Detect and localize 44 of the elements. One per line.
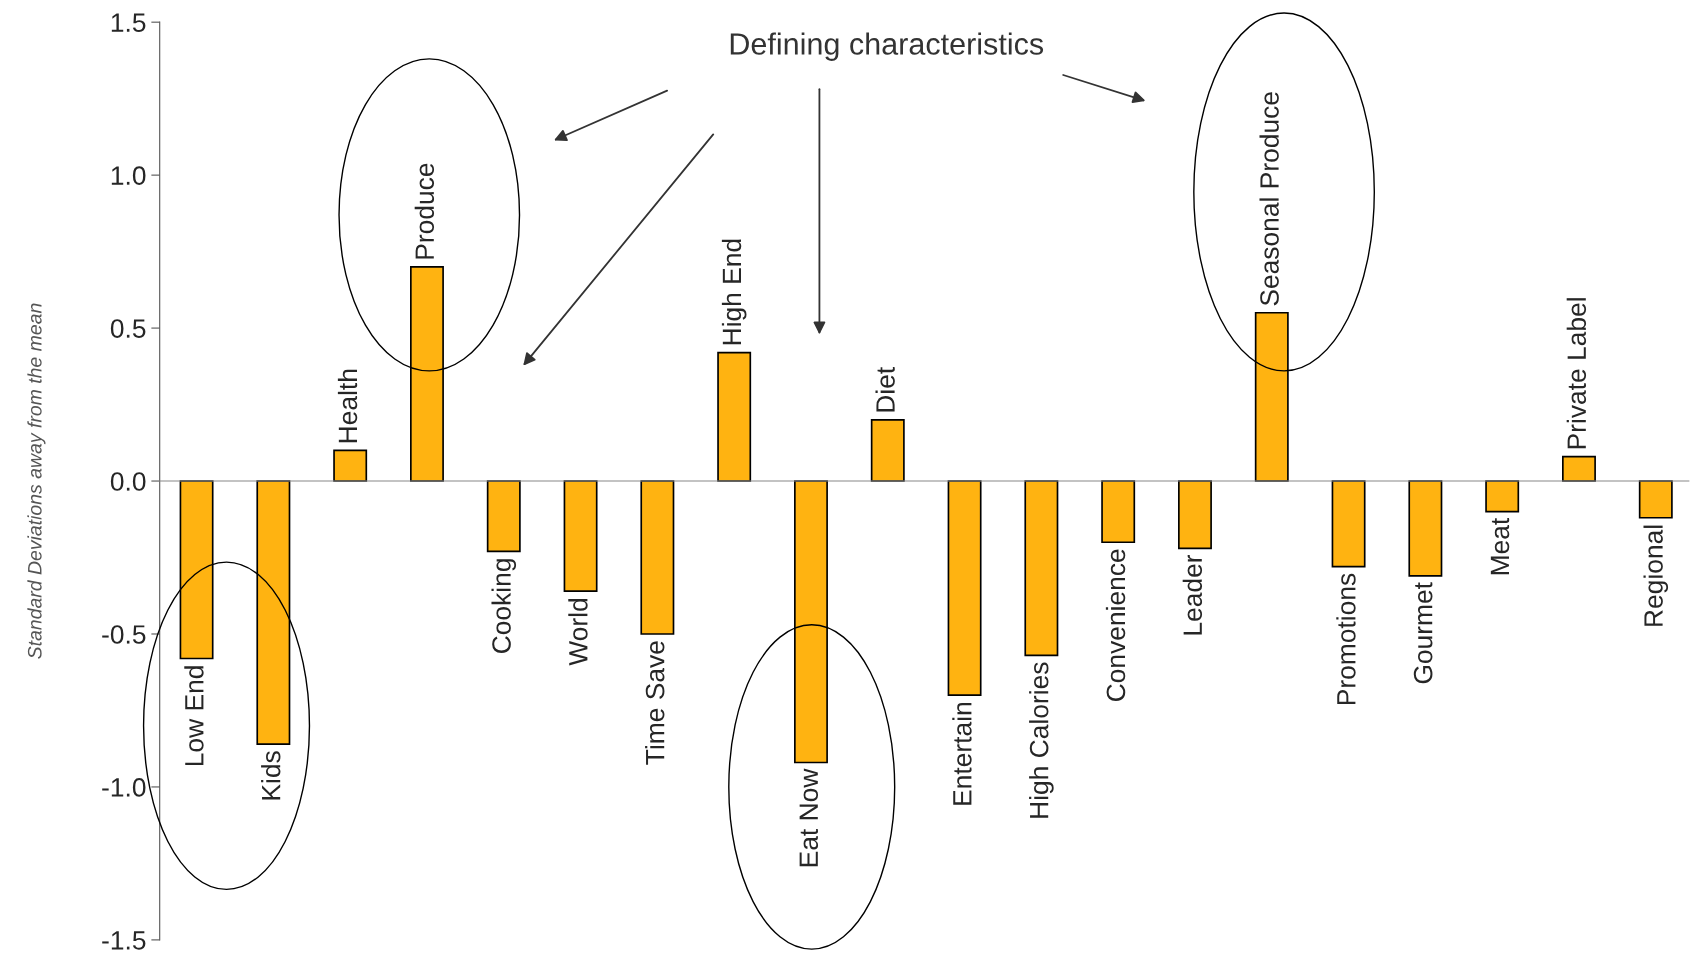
bar	[1408, 480, 1443, 577]
y-tick-label: 1.5	[111, 13, 146, 32]
bar	[1024, 480, 1059, 657]
bar	[563, 480, 598, 592]
x-tick-label: Convenience	[1105, 549, 1126, 702]
x-tick-label: Health	[337, 369, 358, 443]
bar	[1178, 480, 1212, 550]
bar	[640, 480, 675, 635]
y-axis-title: Standard Deviations away from the mean	[27, 303, 46, 659]
x-tick-label: Diet	[875, 367, 895, 412]
y-tick-label: 1.0	[111, 166, 146, 185]
x-tick-label: Promotions	[1336, 573, 1356, 705]
x-tick-label: Low End	[184, 666, 204, 766]
x-tick-label: Seasonal Produce	[1259, 92, 1279, 306]
bar	[1638, 480, 1673, 519]
bar	[717, 351, 752, 482]
bar	[1562, 455, 1596, 482]
x-tick-label: Regional	[1643, 525, 1669, 626]
y-tick-label: 0.5	[110, 319, 146, 338]
bar	[870, 419, 905, 482]
x-tick-label: Leader	[1182, 554, 1203, 635]
y-tick-label: -1.0	[102, 778, 146, 797]
x-tick-label: Gourmet	[1413, 582, 1433, 684]
bar	[486, 480, 521, 553]
x-tick-label: Private Label	[1566, 298, 1587, 449]
bar	[1101, 480, 1136, 544]
bar	[333, 449, 368, 482]
x-tick-label: High End	[721, 239, 747, 345]
y-tick-label: 0.0	[110, 472, 146, 491]
y-tick-label: -1.5	[102, 931, 146, 950]
x-tick-label: Meat	[1490, 517, 1510, 575]
bar	[947, 480, 982, 697]
x-tick-label: Cooking	[491, 559, 517, 653]
x-tick-label: Time Save	[645, 641, 665, 765]
x-tick-label: Produce	[414, 163, 435, 259]
bar	[1485, 480, 1520, 513]
x-tick-label: Entertain	[952, 703, 972, 805]
y-tick-label: -0.5	[102, 625, 146, 644]
x-tick-label: World	[568, 598, 588, 666]
x-tick-label: High Calories	[1029, 662, 1054, 818]
x-tick-label: Kids	[261, 751, 281, 800]
bar	[1331, 480, 1366, 568]
annotation: Defining characteristics	[730, 32, 1044, 61]
x-tick-label: Eat Now	[799, 768, 819, 867]
